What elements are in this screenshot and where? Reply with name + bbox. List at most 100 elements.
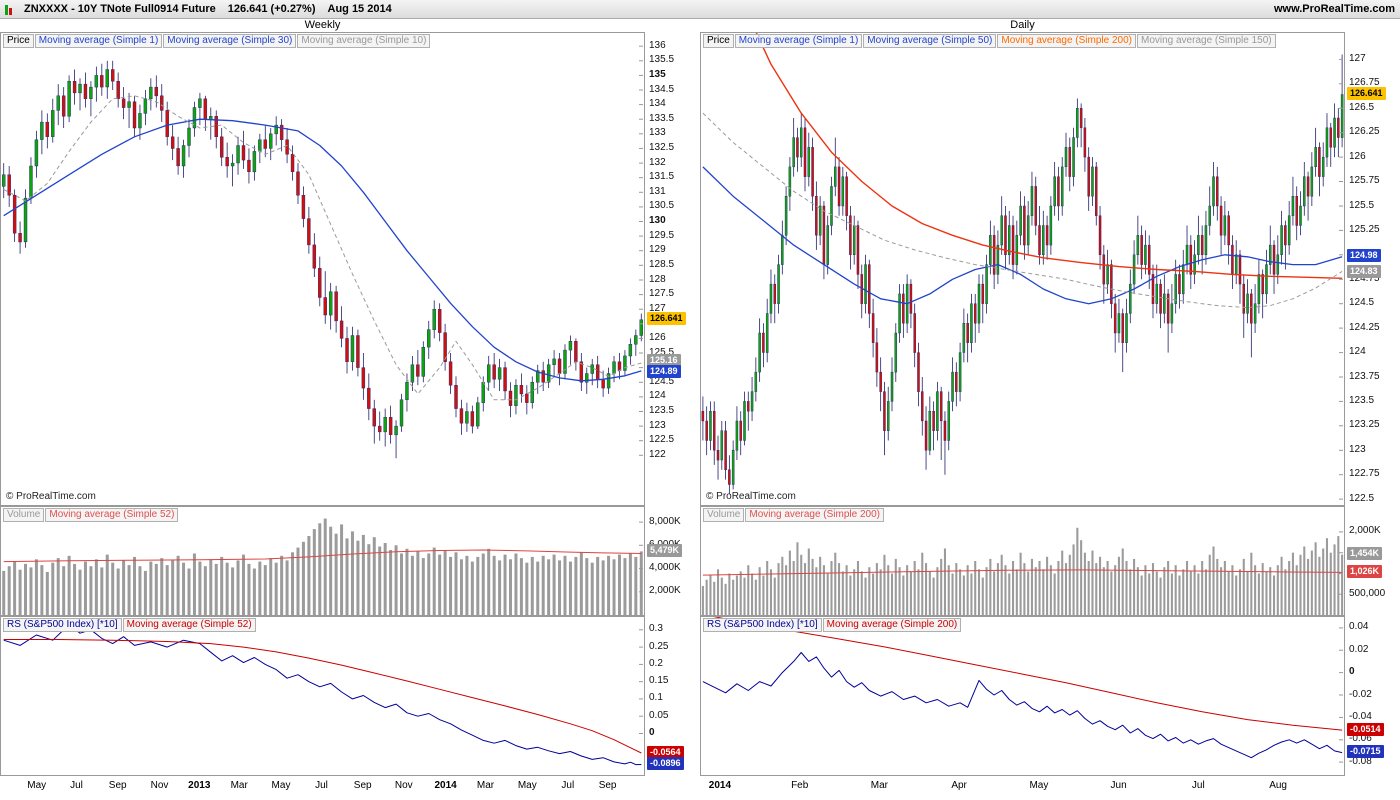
candle-down [1110,264,1113,304]
volume-bar [1170,573,1173,615]
candle-down [416,364,420,377]
chart-columns: Weekly Price Moving average (Simple 1) Mov… [0,19,1400,796]
volume-bar [724,583,727,615]
candle-down [1140,235,1143,265]
candle-up [1117,313,1121,334]
legend-item[interactable]: Moving average (Simple 200) [745,508,884,522]
daily-price-canvas[interactable] [701,33,1344,505]
candle-up [105,69,109,88]
legend-item[interactable]: Volume [703,508,745,522]
candle-down [132,101,137,129]
candle-down [845,176,848,216]
legend-item[interactable]: Price [3,34,34,48]
weekly-price-canvas[interactable] [1,33,644,505]
x-axis-label-May: May [271,780,291,791]
x-axis-label-Nov: Nov [394,780,413,791]
candle-down [739,420,742,441]
weekly-volume-chart[interactable] [0,506,645,616]
weekly-price-chart[interactable] [0,32,645,506]
candle-up [383,417,387,433]
volume-bar [1193,565,1196,615]
volume-bar [111,562,115,615]
volume-bar [747,565,750,615]
x-axis-label-Sep: Sep [598,780,617,791]
value-badge--0.0514: -0.0514 [1347,722,1384,736]
legend-item[interactable]: Moving average (Simple 50) [863,34,997,48]
candle-down [214,116,218,138]
candle-up [187,127,191,146]
weekly-rs-canvas[interactable] [1,617,644,775]
volume-bar [1265,571,1268,615]
volume-bar [160,558,164,615]
volume-bar [1049,565,1052,615]
candle-up [1265,264,1268,295]
y-tick-135: 135 [649,68,666,80]
volume-bar [214,563,218,615]
candle-down [601,379,605,389]
candle-up [1030,186,1034,216]
candle-down [973,303,977,324]
volume-bar [67,555,71,615]
legend-item[interactable]: Moving average (Simple 200) [822,618,962,632]
volume-bar [1197,573,1200,615]
legend-item[interactable]: RS (S&P500 Index) [*10] [703,618,822,632]
volume-bar [1299,554,1302,615]
candle-down [160,95,164,111]
candle-up [1212,176,1215,207]
candle-up [731,450,735,485]
volume-bar [601,560,605,615]
legend-item[interactable]: Moving average (Simple 1) [734,34,863,48]
candle-up [1053,176,1056,207]
volume-bar [890,573,894,615]
volume-bar [732,579,735,615]
volume-bar [762,575,765,615]
volume-bar [487,548,491,615]
candle-down [762,332,765,353]
volume-bar [993,571,996,615]
weekly-volume-canvas[interactable] [1,507,644,615]
candle-down [296,171,300,196]
volume-bar [1008,573,1011,615]
candle-up [410,364,415,383]
candle-down [519,385,524,395]
candle-down [367,387,371,409]
prorealtime-site-link[interactable]: www.ProRealTime.com [1273,3,1395,15]
daily-volume-chart[interactable] [700,506,1345,616]
y-tick-8,000K: 8,000K [649,515,681,527]
volume-bar [1246,571,1249,615]
volume-bar [1208,554,1211,615]
daily-volume-canvas[interactable] [701,507,1344,615]
legend-item[interactable]: Moving average (Simple 1) [34,34,163,48]
candle-up [830,186,833,226]
daily-price-chart[interactable] [700,32,1345,506]
candle-up [1276,254,1280,275]
legend-item[interactable]: Volume [3,508,45,522]
volume-bar [951,573,954,615]
legend-item[interactable]: Moving average (Simple 52) [122,618,256,632]
legend-item[interactable]: Moving average (Simple 52) [45,508,179,522]
daily-price-legend: Price Moving average (Simple 1) Moving ave… [703,34,1277,48]
volume-bar [383,543,387,615]
legend-item[interactable]: Moving average (Simple 200) [997,34,1136,48]
volume-bar [883,554,886,615]
candle-down [170,136,175,149]
y-tick-0.25: 0.25 [649,640,669,652]
candle-up [1314,147,1317,168]
legend-item[interactable]: Moving average (Simple 150) [1136,34,1276,48]
weekly-rs-chart[interactable] [0,616,645,776]
legend-item[interactable]: RS (S&P500 Index) [*10] [3,618,122,632]
legend-item[interactable]: Moving average (Simple 30) [163,34,297,48]
candle-up [864,264,867,304]
volume-bar [1163,567,1166,615]
legend-item[interactable]: Moving average (Simple 10) [297,34,431,48]
legend-item[interactable]: Price [703,34,734,48]
volume-bar [1182,569,1185,615]
candle-down [1147,244,1151,275]
daily-rs-canvas[interactable] [701,617,1344,775]
x-axis-label-Jul: Jul [1191,780,1205,791]
candle-down [1329,127,1332,148]
candle-up [481,382,485,403]
daily-rs-chart[interactable] [700,616,1345,776]
candle-down [728,469,731,485]
candle-down [1178,274,1181,295]
